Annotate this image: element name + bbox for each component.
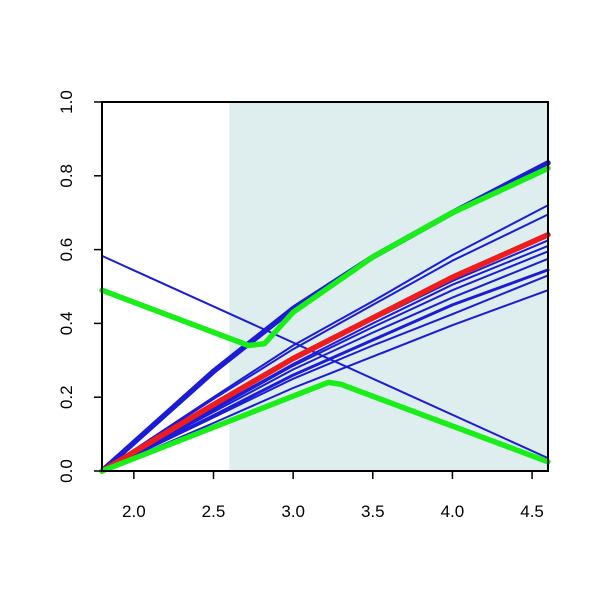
series-line-blue-1 [101, 254, 549, 460]
x-tick-label: 2.5 [202, 502, 226, 521]
series-line-green-13 [99, 165, 551, 349]
x-tick-label: 3.0 [281, 502, 305, 521]
series-line-blue-4 [101, 213, 549, 472]
shaded-region [229, 102, 548, 471]
series-line-blue-11 [101, 289, 549, 472]
series-line-blue-9 [100, 268, 550, 473]
y-axis: 0.0 0.2 0.4 0.6 0.8 1.0 [57, 90, 102, 483]
series-line-blue-10 [101, 274, 549, 472]
plot-frame [101, 101, 549, 472]
y-tick-label: 0.2 [57, 385, 76, 409]
x-tick-label: 4.0 [441, 502, 465, 521]
y-tick-label: 1.0 [57, 90, 76, 114]
x-tick-label: 2.0 [122, 502, 146, 521]
series-line-red-12 [99, 232, 551, 474]
series-line-blue-7 [101, 250, 549, 472]
x-tick-label: 3.5 [361, 502, 385, 521]
y-tick-label: 0.6 [57, 238, 76, 262]
y-tick-label: 0.0 [57, 459, 76, 483]
series-line-blue-3 [101, 204, 549, 472]
series-line-blue-8 [101, 257, 549, 472]
y-tick-label: 0.8 [57, 164, 76, 188]
series-line-green-14 [99, 379, 551, 474]
y-tick-label: 0.4 [57, 312, 76, 336]
x-tick-label: 4.5 [520, 502, 544, 521]
x-axis: 2.0 2.5 3.0 3.5 4.0 4.5 [122, 471, 544, 521]
series-layer [99, 160, 551, 474]
